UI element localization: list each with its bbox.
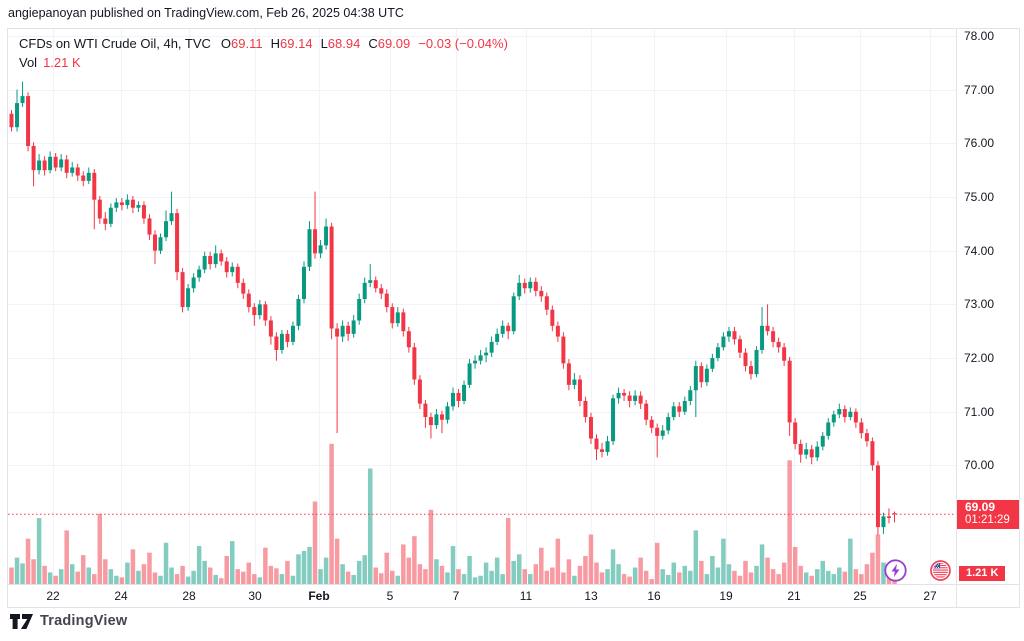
price-tick-label: 73.00 <box>964 297 995 312</box>
time-tick-label: 28 <box>182 589 196 603</box>
symbol-title: CFDs on WTI Crude Oil, 4h, TVC <box>19 36 211 51</box>
close-label: C <box>368 36 378 51</box>
close-value: 69.09 <box>377 36 411 51</box>
current-price-value: 69.09 <box>965 499 996 514</box>
price-tick-label: 72.00 <box>964 351 995 366</box>
price-tick-label: 74.00 <box>964 243 995 258</box>
volume-label: Vol <box>19 55 38 70</box>
us-flag-icon <box>930 560 953 583</box>
low-value: 68.94 <box>327 36 361 51</box>
boost-button[interactable] <box>884 559 907 582</box>
time-tick-label: 5 <box>386 589 394 603</box>
tradingview-logo-text: TradingView <box>40 613 128 629</box>
time-tick-label: 13 <box>584 589 598 603</box>
time-tick-label: 22 <box>46 589 60 603</box>
time-tick-label: Feb <box>308 589 330 603</box>
high-label: H <box>270 36 281 51</box>
volume-badge: 1.21 K <box>959 566 1006 581</box>
time-tick-label: 24 <box>114 589 128 603</box>
change-value: −0.03 (−0.04%) <box>418 36 508 51</box>
tradingview-logo-icon <box>10 613 33 629</box>
chart-panel: CFDs on WTI Crude Oil, 4h, TVC O69.11 H69.… <box>7 28 1020 608</box>
legend: CFDs on WTI Crude Oil, 4h, TVC O69.11 H69.… <box>19 34 508 72</box>
bar-countdown: 01:21:29 <box>965 514 1010 527</box>
open-label: O <box>220 36 232 51</box>
time-tick-label: 25 <box>853 589 867 603</box>
lightning-bolt-icon <box>884 559 907 582</box>
candlestick-chart[interactable] <box>8 29 1019 607</box>
price-tick-label: 77.00 <box>964 82 995 97</box>
time-tick-label: 7 <box>452 589 460 603</box>
tradingview-attribution[interactable]: TradingView <box>10 613 127 629</box>
time-tick-label: 11 <box>519 589 533 603</box>
time-tick-label: 30 <box>248 589 262 603</box>
price-tick-label: 76.00 <box>964 136 995 151</box>
time-tick-label: 27 <box>923 589 937 603</box>
time-tick-label: 21 <box>787 589 801 603</box>
volume-value: 1.21 K <box>43 55 81 70</box>
high-value: 69.14 <box>280 36 313 51</box>
published-line: angiepanoyan published on TradingView.co… <box>8 6 404 20</box>
current-price-label: 69.09 01:21:29 <box>957 499 1019 529</box>
price-tick-label: 70.00 <box>964 458 995 473</box>
time-tick-label: 19 <box>719 589 733 603</box>
price-tick-label: 71.00 <box>964 404 995 419</box>
low-label: L <box>320 36 328 51</box>
price-tick-label: 75.00 <box>964 190 995 204</box>
open-value: 69.11 <box>231 36 263 51</box>
time-tick-label: 16 <box>647 589 661 603</box>
price-tick-label: 78.00 <box>964 28 995 43</box>
